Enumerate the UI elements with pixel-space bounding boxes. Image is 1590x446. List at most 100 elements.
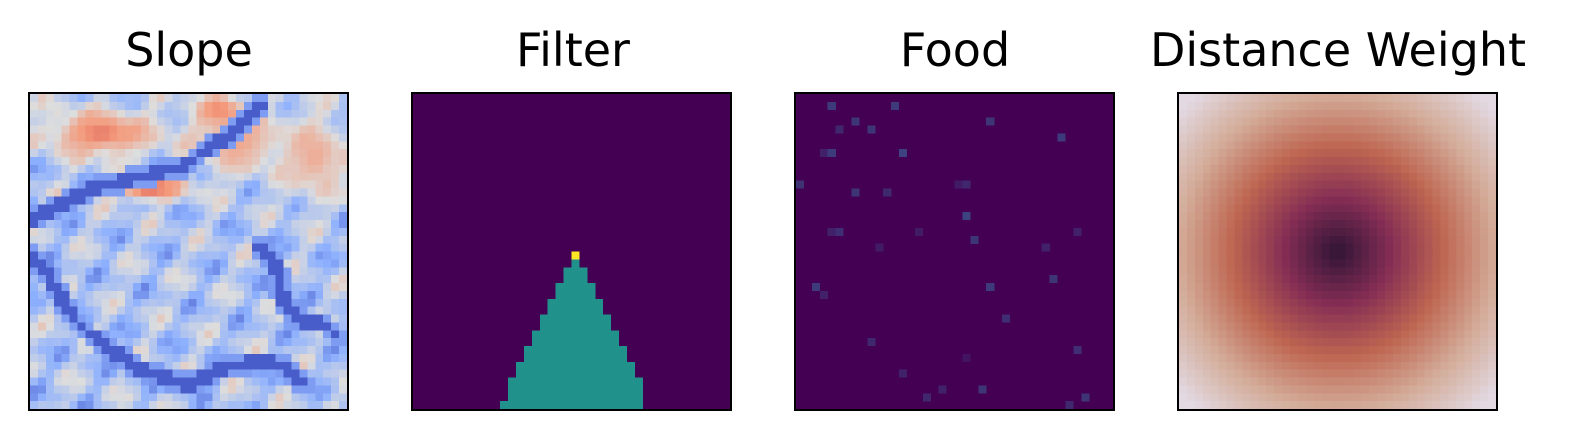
heatmap-cell — [1305, 393, 1314, 402]
heatmap-cell — [53, 290, 62, 299]
heatmap-cell — [1480, 109, 1489, 118]
heatmap-cell — [1377, 141, 1386, 150]
heatmap-cell — [1472, 314, 1481, 323]
heatmap-cell — [196, 259, 205, 268]
heatmap-cell — [323, 393, 332, 402]
heatmap-cell — [1258, 133, 1267, 142]
heatmap-cell — [164, 164, 173, 173]
heatmap-cell — [339, 243, 347, 252]
heatmap-cell — [339, 125, 347, 134]
heatmap-cell — [1274, 94, 1283, 103]
heatmap-cell — [156, 306, 165, 315]
heatmap-cell — [1353, 109, 1362, 118]
heatmap-cell — [1179, 109, 1188, 118]
heatmap-cell — [188, 117, 197, 126]
heatmap-cell — [1392, 141, 1402, 150]
heatmap-cell — [1416, 267, 1425, 276]
heatmap-cell — [220, 227, 229, 236]
heatmap-cell — [93, 393, 102, 402]
heatmap-cell — [1448, 227, 1457, 236]
heatmap-cell — [243, 259, 253, 268]
heatmap-cell — [1234, 204, 1243, 213]
heatmap-cell — [1337, 369, 1346, 378]
heatmap-slope — [28, 92, 349, 411]
heatmap-cell — [45, 377, 54, 386]
heatmap-cell — [1186, 346, 1196, 355]
heatmap-cell — [69, 377, 78, 386]
heatmap-cell — [1258, 369, 1267, 378]
heatmap-cell — [37, 220, 47, 229]
heatmap-cell — [1424, 149, 1433, 158]
heatmap-cell — [1226, 196, 1235, 205]
heatmap-cell — [85, 164, 94, 173]
heatmap-cell — [140, 117, 150, 126]
heatmap-cell — [1416, 235, 1425, 244]
heatmap-cell — [1202, 353, 1211, 362]
heatmap-cell — [275, 109, 284, 118]
heatmap-cell — [133, 164, 142, 173]
heatmap-cell — [1313, 196, 1322, 205]
heatmap-cell — [188, 275, 197, 284]
heatmap-cell — [267, 290, 276, 299]
heatmap-cell — [196, 204, 205, 213]
heatmap-cell — [1353, 377, 1362, 386]
heatmap-cell — [117, 330, 126, 339]
heatmap-cell — [69, 117, 78, 126]
heatmap-cell — [1202, 401, 1211, 409]
heatmap-cell — [1194, 361, 1203, 370]
heatmap-cell — [1250, 259, 1259, 268]
heatmap-cell — [117, 393, 126, 402]
heatmap-cell — [1305, 338, 1314, 347]
heatmap-cell — [1226, 204, 1235, 213]
heatmap-cell — [228, 196, 237, 205]
heatmap-cell — [1424, 141, 1433, 150]
heatmap-cell — [307, 393, 316, 402]
heatmap-cell — [1234, 227, 1243, 236]
heatmap-cell — [1289, 377, 1299, 386]
heatmap-cell — [1313, 149, 1322, 158]
heatmap-cell — [180, 369, 189, 378]
heatmap-cell — [1282, 243, 1291, 252]
heatmap-cell — [164, 338, 173, 347]
heatmap-cell — [1448, 243, 1457, 252]
heatmap-cell — [37, 188, 47, 197]
heatmap-cell — [140, 204, 150, 213]
heatmap-cell — [323, 235, 332, 244]
heatmap-cell — [1416, 172, 1425, 181]
heatmap-cell — [236, 141, 245, 150]
heatmap-cell — [148, 164, 157, 173]
heatmap-cell — [1456, 361, 1465, 370]
heatmap-cell — [259, 109, 268, 118]
heatmap-cell — [299, 180, 308, 189]
heatmap-cell — [125, 109, 134, 118]
heatmap-cell — [109, 243, 118, 252]
heatmap-cell — [275, 243, 284, 252]
heatmap-cell — [1218, 283, 1227, 292]
heatmap-cell — [1440, 353, 1449, 362]
heatmap-cell — [259, 338, 268, 347]
heatmap-cell — [236, 401, 245, 409]
heatmap-cell — [1321, 117, 1330, 126]
heatmap-cell — [140, 346, 150, 355]
heatmap-cell — [85, 369, 94, 378]
filter-region-row — [516, 361, 635, 370]
heatmap-cell — [1282, 377, 1291, 386]
heatmap-cell — [299, 283, 308, 292]
heatmap-cell — [109, 251, 118, 260]
heatmap-cell — [1369, 235, 1378, 244]
heatmap-cell — [291, 149, 300, 158]
heatmap-cell — [1448, 94, 1457, 103]
heatmap-cell — [212, 125, 221, 134]
heatmap-cell — [69, 157, 78, 166]
heatmap-cell — [1440, 369, 1449, 378]
heatmap-cell — [267, 125, 276, 134]
heatmap-cell — [1258, 204, 1267, 213]
heatmap-cell — [212, 149, 221, 158]
heatmap-cell — [1377, 149, 1386, 158]
heatmap-cell — [1258, 94, 1267, 103]
heatmap-cell — [243, 94, 253, 103]
heatmap-cell — [1400, 353, 1409, 362]
heatmap-cell — [1424, 235, 1433, 244]
heatmap-cell — [1329, 157, 1338, 166]
heatmap-cell — [1448, 196, 1457, 205]
